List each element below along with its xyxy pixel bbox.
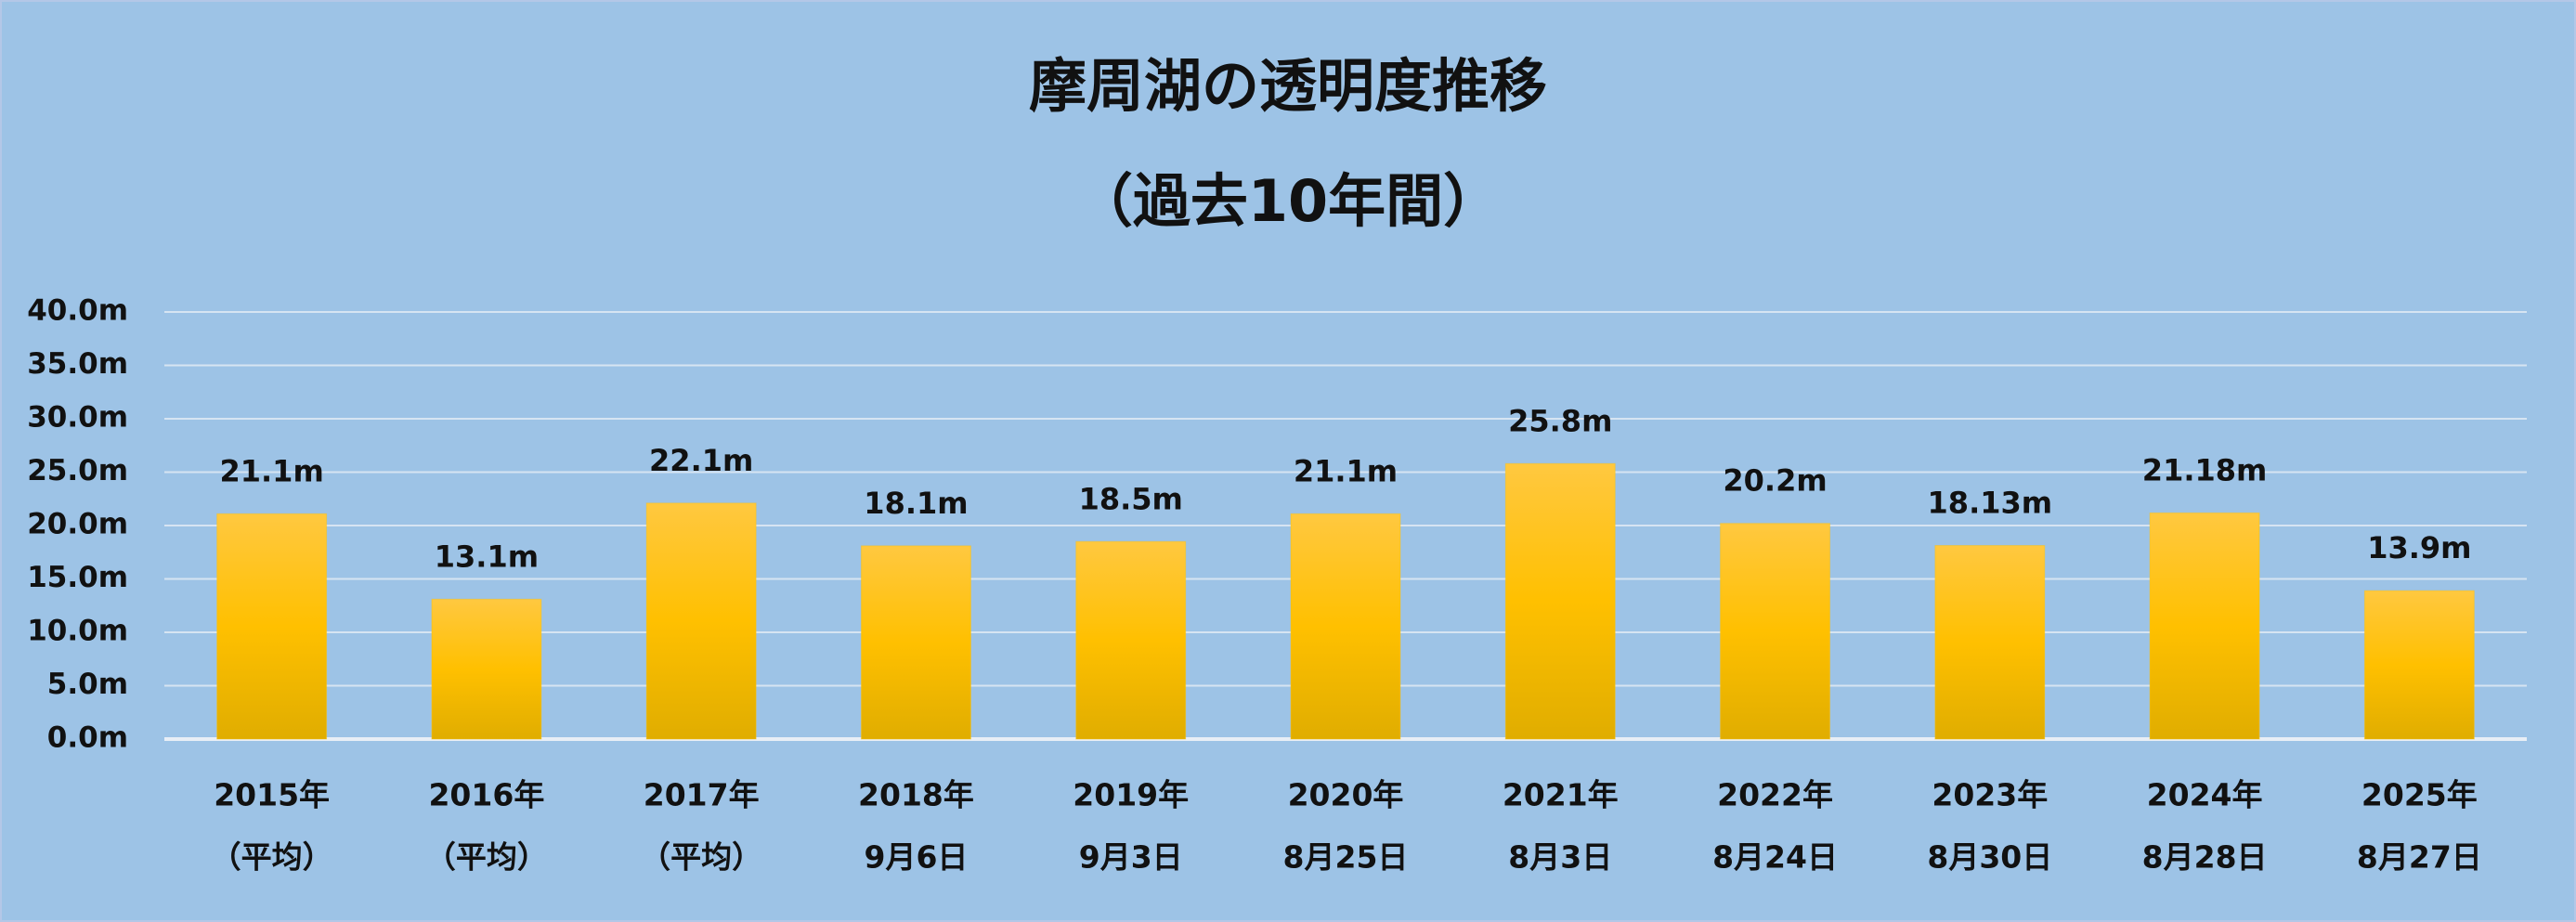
y-tick-label: 35.0m — [27, 347, 128, 381]
chart-subtitle: （過去10年間） — [1075, 167, 1501, 235]
x-tick-label: 9月3日 — [1079, 839, 1183, 876]
x-tick-label: （平均） — [640, 839, 762, 876]
x-tick-label: 2017年 — [644, 777, 760, 813]
x-tick-label: 8月3日 — [1508, 839, 1612, 876]
bar — [2149, 512, 2260, 740]
x-tick-label: 2015年 — [214, 777, 330, 813]
value-label: 13.9m — [2367, 530, 2471, 565]
x-tick-label: 8月25日 — [1283, 839, 1409, 876]
bar — [1075, 540, 1187, 740]
x-tick-label: （平均） — [211, 839, 333, 876]
bar — [1934, 545, 2046, 740]
value-label: 18.5m — [1079, 481, 1183, 516]
x-tick-label: 2022年 — [1717, 777, 1833, 813]
bar — [860, 545, 971, 740]
value-label: 21.1m — [1294, 453, 1398, 488]
value-label: 18.13m — [1928, 486, 2053, 521]
y-tick-label: 30.0m — [27, 401, 128, 435]
x-tick-label: 2021年 — [1503, 777, 1619, 813]
x-tick-label: 8月30日 — [1927, 839, 2052, 876]
y-tick-label: 0.0m — [47, 721, 128, 755]
x-tick-label: 2019年 — [1073, 777, 1189, 813]
x-tick-label: 8月27日 — [2357, 839, 2482, 876]
y-tick-label: 5.0m — [47, 668, 128, 701]
bar — [431, 598, 542, 740]
value-label: 21.1m — [219, 453, 323, 488]
y-tick-label: 10.0m — [27, 615, 128, 648]
x-tick-label: 2018年 — [858, 777, 974, 813]
value-label: 25.8m — [1508, 403, 1612, 438]
value-label: 13.1m — [435, 539, 539, 574]
x-tick-label: 2020年 — [1288, 777, 1404, 813]
x-tick-label: 8月24日 — [1712, 839, 1838, 876]
value-label: 21.18m — [2142, 452, 2268, 487]
bar — [1290, 513, 1401, 740]
x-tick-label: 8月28日 — [2142, 839, 2268, 876]
bar — [1720, 523, 1831, 740]
value-label: 20.2m — [1723, 463, 1827, 499]
bar — [2363, 590, 2475, 740]
x-tick-label: 2025年 — [2361, 777, 2478, 813]
x-tick-label: （平均） — [425, 839, 548, 876]
bar — [1504, 462, 1616, 740]
y-tick-label: 25.0m — [27, 454, 128, 487]
x-tick-label: 2016年 — [428, 777, 544, 813]
y-tick-label: 40.0m — [27, 294, 128, 328]
value-label: 22.1m — [649, 443, 753, 478]
bar — [645, 502, 757, 740]
y-tick-label: 20.0m — [27, 508, 128, 541]
x-tick-label: 2024年 — [2147, 777, 2263, 813]
value-label: 18.1m — [864, 486, 968, 521]
y-tick-label: 15.0m — [27, 561, 128, 594]
bar — [216, 513, 328, 740]
x-tick-label: 9月6日 — [864, 839, 968, 876]
chart-title: 摩周湖の透明度推移 — [1029, 52, 1547, 120]
x-tick-label: 2023年 — [1932, 777, 2048, 813]
